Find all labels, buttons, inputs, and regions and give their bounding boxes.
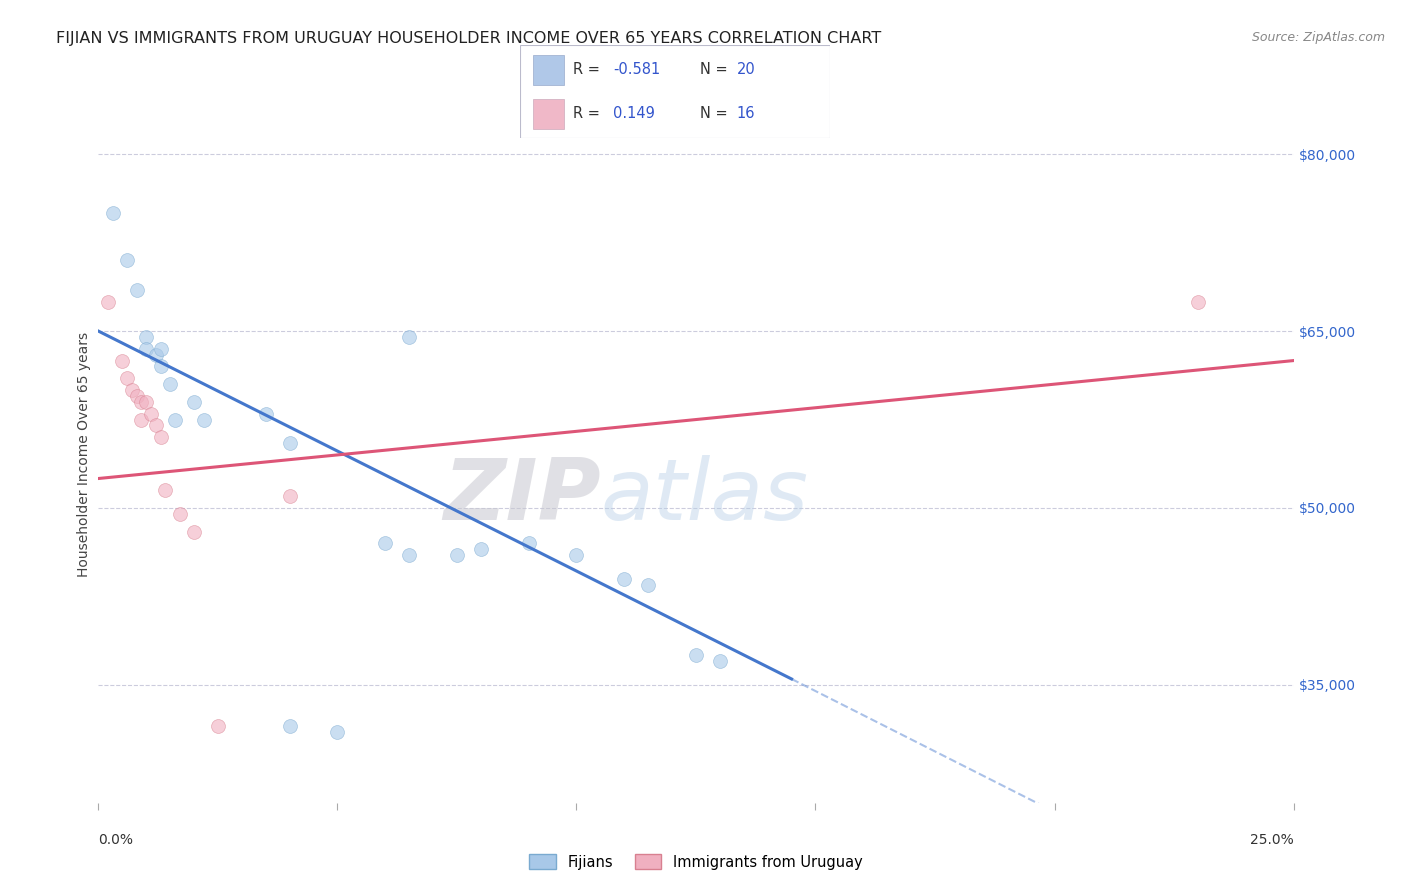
Text: 0.0%: 0.0% bbox=[98, 833, 134, 847]
Point bbox=[121, 383, 143, 397]
Point bbox=[149, 342, 172, 356]
Point bbox=[207, 719, 229, 733]
Text: N =: N = bbox=[700, 62, 733, 78]
Point bbox=[115, 371, 138, 385]
Point bbox=[1187, 294, 1209, 309]
Point bbox=[278, 489, 301, 503]
Point bbox=[685, 648, 707, 663]
Point bbox=[183, 524, 205, 539]
Point bbox=[131, 395, 153, 409]
Point bbox=[115, 253, 138, 268]
Point bbox=[125, 389, 148, 403]
Text: N =: N = bbox=[700, 106, 733, 121]
Point bbox=[470, 542, 492, 557]
Text: atlas: atlas bbox=[600, 455, 808, 538]
Point bbox=[254, 407, 277, 421]
Point bbox=[135, 395, 157, 409]
Point bbox=[398, 330, 420, 344]
Y-axis label: Householder Income Over 65 years: Householder Income Over 65 years bbox=[77, 333, 91, 577]
Point bbox=[159, 377, 181, 392]
Text: FIJIAN VS IMMIGRANTS FROM URUGUAY HOUSEHOLDER INCOME OVER 65 YEARS CORRELATION C: FIJIAN VS IMMIGRANTS FROM URUGUAY HOUSEH… bbox=[56, 31, 882, 46]
Text: 16: 16 bbox=[737, 106, 755, 121]
Legend: Fijians, Immigrants from Uruguay: Fijians, Immigrants from Uruguay bbox=[523, 848, 869, 876]
Point bbox=[145, 348, 167, 362]
Point bbox=[163, 412, 186, 426]
Point bbox=[135, 342, 157, 356]
Point bbox=[155, 483, 177, 498]
Point bbox=[149, 359, 172, 374]
Text: Source: ZipAtlas.com: Source: ZipAtlas.com bbox=[1251, 31, 1385, 45]
Text: -0.581: -0.581 bbox=[613, 62, 661, 78]
Point bbox=[278, 436, 301, 450]
FancyBboxPatch shape bbox=[533, 55, 564, 85]
Point bbox=[135, 330, 157, 344]
Point bbox=[278, 719, 301, 733]
Text: 25.0%: 25.0% bbox=[1250, 833, 1294, 847]
Point bbox=[613, 572, 636, 586]
Point bbox=[101, 206, 124, 220]
Text: ZIP: ZIP bbox=[443, 455, 600, 538]
Point bbox=[169, 507, 191, 521]
Point bbox=[374, 536, 396, 550]
Point bbox=[398, 548, 420, 562]
Point bbox=[517, 536, 540, 550]
Point bbox=[446, 548, 468, 562]
Text: 20: 20 bbox=[737, 62, 755, 78]
FancyBboxPatch shape bbox=[520, 45, 830, 138]
Point bbox=[139, 407, 162, 421]
Point bbox=[326, 725, 349, 739]
FancyBboxPatch shape bbox=[533, 99, 564, 129]
Text: R =: R = bbox=[572, 106, 609, 121]
Text: 0.149: 0.149 bbox=[613, 106, 655, 121]
Point bbox=[145, 418, 167, 433]
Text: R =: R = bbox=[572, 62, 605, 78]
Point bbox=[565, 548, 588, 562]
Point bbox=[131, 412, 153, 426]
Point bbox=[193, 412, 215, 426]
Point bbox=[637, 577, 659, 591]
Point bbox=[111, 353, 134, 368]
Point bbox=[97, 294, 120, 309]
Point bbox=[125, 283, 148, 297]
Point bbox=[149, 430, 172, 444]
Point bbox=[709, 654, 731, 668]
Point bbox=[183, 395, 205, 409]
